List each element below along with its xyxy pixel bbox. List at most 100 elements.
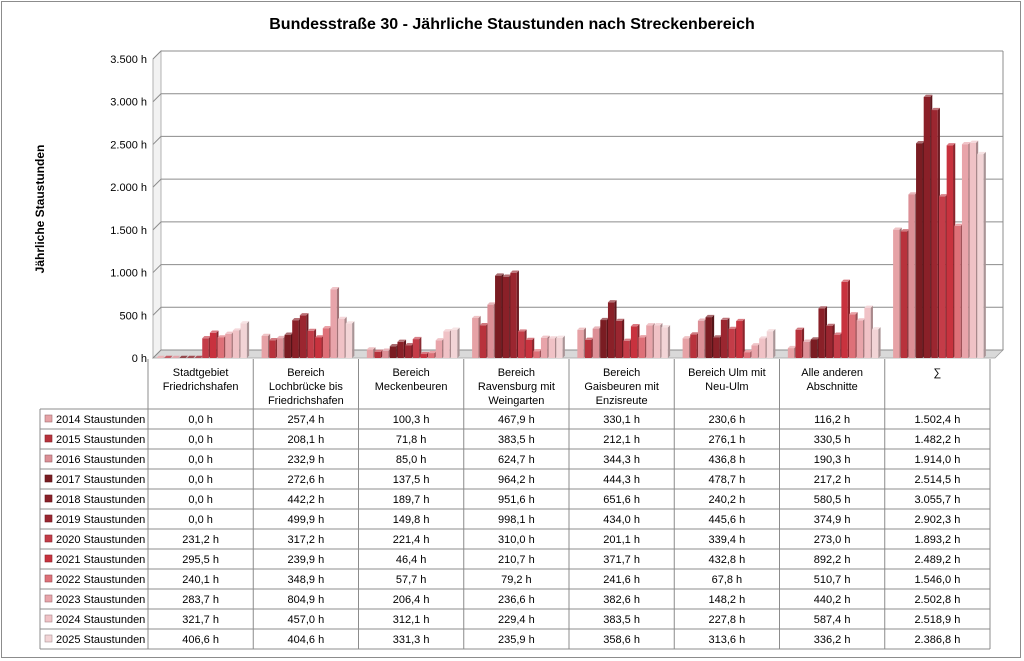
data-label: 624,7 h xyxy=(498,454,535,466)
bar xyxy=(435,338,445,358)
category-label: Bereich Meckenbeuren xyxy=(375,367,448,393)
data-label: 436,8 h xyxy=(709,454,746,466)
bar xyxy=(276,335,286,358)
data-label: 312,1 h xyxy=(393,614,430,626)
data-label: 310,0 h xyxy=(498,534,535,546)
bar xyxy=(826,323,835,358)
bar xyxy=(186,355,196,358)
series-name: 2021 Staustunden xyxy=(56,554,145,566)
bar-top xyxy=(826,323,835,326)
legend-key xyxy=(44,474,53,483)
data-label: 116,2 h xyxy=(814,414,850,426)
bar xyxy=(751,343,761,358)
bar-front xyxy=(736,321,743,358)
data-label: 331,3 h xyxy=(393,634,430,646)
bar-front xyxy=(900,231,908,358)
data-label: 210,7 h xyxy=(498,554,535,566)
data-label: 85,0 h xyxy=(396,454,427,466)
bar-front xyxy=(382,350,389,358)
bar xyxy=(977,151,986,358)
bar xyxy=(607,300,617,358)
bar xyxy=(202,336,211,358)
bar xyxy=(969,140,979,358)
bar xyxy=(893,227,902,358)
bar xyxy=(315,335,324,358)
data-label: 272,6 h xyxy=(288,474,325,486)
bar-front xyxy=(479,325,487,358)
bar xyxy=(366,347,376,358)
bar-front xyxy=(759,338,766,358)
category-label: Bereich Lochbrücke bis Friedrichshafen xyxy=(268,367,344,407)
bar-front xyxy=(592,328,600,358)
data-label: 892,2 h xyxy=(814,554,851,566)
bar-front xyxy=(607,302,615,358)
legend-key xyxy=(44,454,53,463)
bar xyxy=(661,325,671,358)
bar-top xyxy=(232,328,242,331)
data-label: 0,0 h xyxy=(188,454,212,466)
data-label: 964,2 h xyxy=(498,474,535,486)
bar-side xyxy=(983,151,986,358)
data-label: 313,6 h xyxy=(709,634,746,646)
bar-front xyxy=(795,329,802,358)
bar-top xyxy=(428,350,437,354)
data-label: 190,3 h xyxy=(814,454,851,466)
data-label: 2.386,8 h xyxy=(914,634,960,646)
data-label: 0,0 h xyxy=(188,414,212,426)
bar-front xyxy=(864,307,871,358)
bar-top xyxy=(577,327,586,330)
bar xyxy=(420,351,429,358)
bar-top xyxy=(623,338,632,341)
bar xyxy=(382,348,391,358)
data-label: 383,5 h xyxy=(498,434,535,446)
bar xyxy=(374,349,384,358)
data-label: 240,2 h xyxy=(709,494,746,506)
bar xyxy=(736,318,745,358)
y-tick-label: 1.500 h xyxy=(110,225,147,237)
data-label: 273,0 h xyxy=(814,534,851,546)
bar-front xyxy=(646,325,653,358)
bar xyxy=(502,274,512,358)
bar-front xyxy=(585,339,592,358)
bar xyxy=(585,337,594,358)
gridline xyxy=(152,50,1003,60)
bar-top xyxy=(759,336,768,339)
bar-top xyxy=(345,321,355,324)
bar-top xyxy=(841,279,850,282)
data-label: 206,4 h xyxy=(393,594,430,606)
bar-top xyxy=(179,355,188,358)
bar-top xyxy=(202,336,211,339)
bar-front xyxy=(653,325,661,358)
y-tick-label: 1.000 h xyxy=(110,268,147,280)
data-label: 0,0 h xyxy=(188,514,212,526)
series-name: 2014 Staustunden xyxy=(56,414,145,426)
bar-front xyxy=(412,339,420,358)
bar-front xyxy=(284,334,291,358)
data-label: 444,3 h xyxy=(603,474,640,486)
bar xyxy=(548,336,558,358)
data-label: 3.055,7 h xyxy=(914,494,960,506)
bar-side xyxy=(352,321,355,358)
bar-top xyxy=(766,329,776,332)
data-label: 457,0 h xyxy=(288,614,325,626)
bar-top xyxy=(818,306,828,309)
bar-front xyxy=(833,334,841,358)
bar xyxy=(412,336,422,358)
bar-top xyxy=(338,316,347,319)
bar xyxy=(705,314,715,358)
data-label: 148,2 h xyxy=(709,594,746,606)
bar-side xyxy=(878,327,881,358)
gridline xyxy=(152,221,1003,231)
bar xyxy=(322,325,332,358)
data-label: 804,9 h xyxy=(288,594,325,606)
bar xyxy=(307,328,317,358)
bar-front xyxy=(697,320,705,358)
bar-top xyxy=(638,335,648,338)
data-label: 442,2 h xyxy=(288,494,325,506)
bar-top xyxy=(171,355,181,358)
bar-front xyxy=(443,331,450,358)
bar-front xyxy=(435,340,443,358)
bar-side xyxy=(562,335,565,358)
